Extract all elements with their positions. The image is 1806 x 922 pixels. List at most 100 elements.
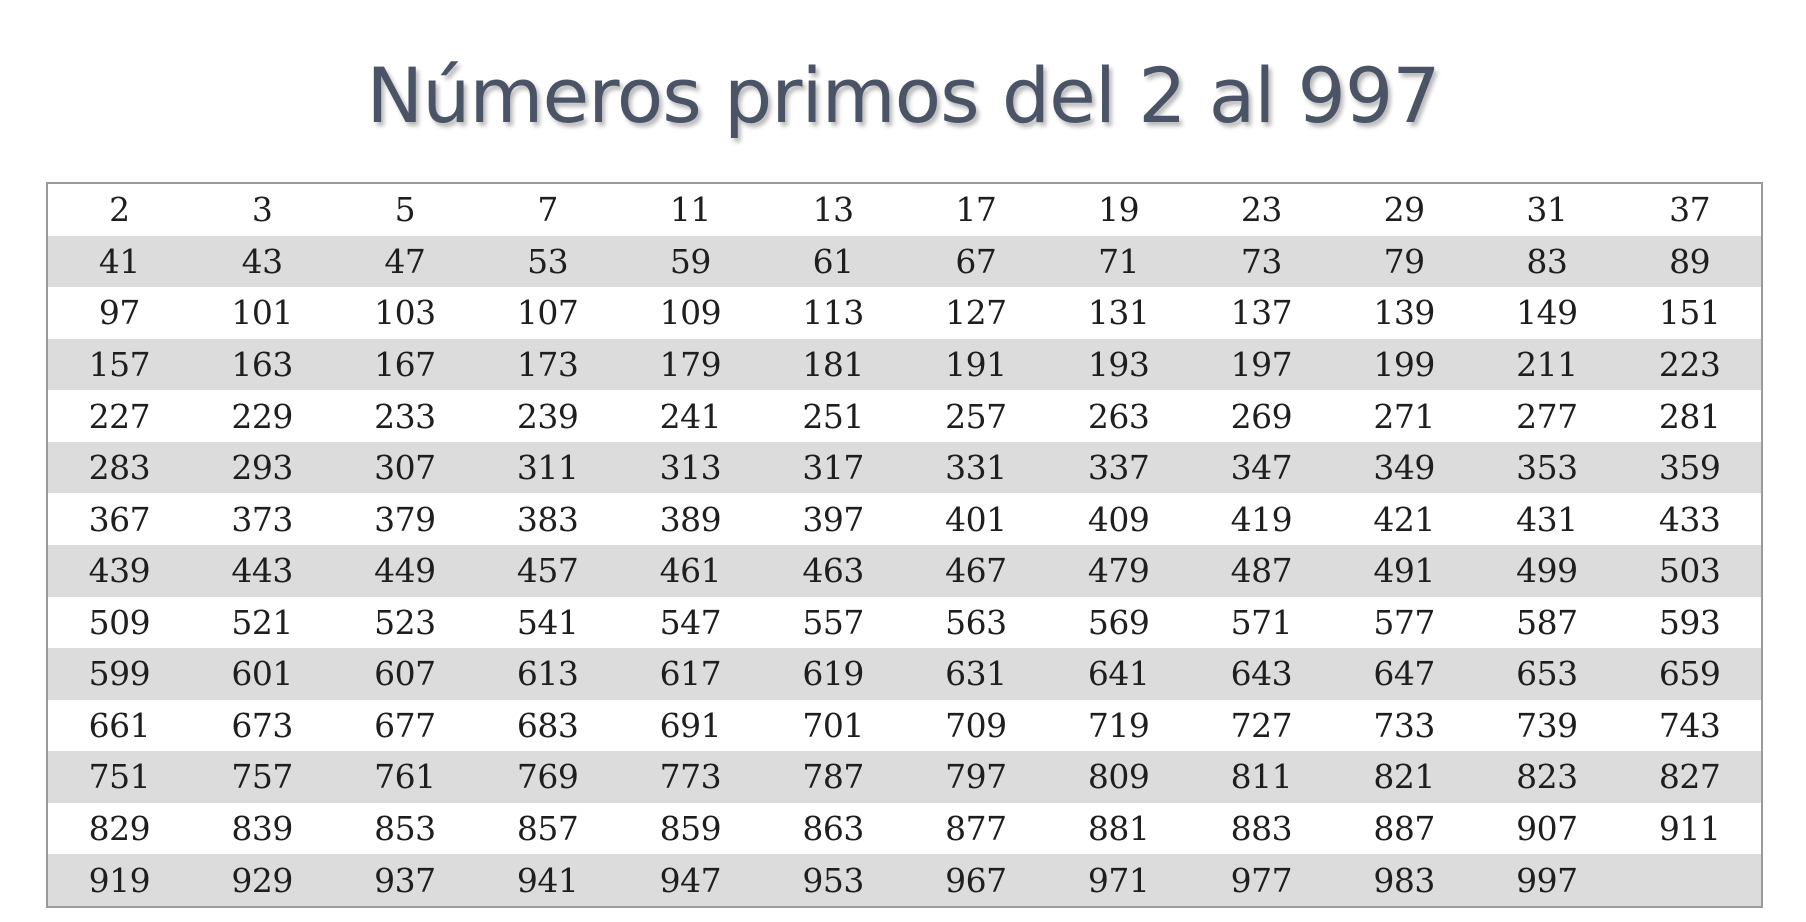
table-cell: 947 [619,854,762,906]
table-cell: 61 [761,235,905,288]
table-cell: 709 [945,705,1007,745]
table-row: 41 43 47 53 59 61 67 71 73 79 83 89 [48,235,1761,288]
table-cell: 227 [88,396,151,436]
table-cell: 149 [1516,293,1578,333]
table-cell: 401 [945,499,1007,539]
table-cell: 7 [537,190,558,230]
table-row: 661 673 677 683 691 701 709 719 727 733 739 743 [48,700,1761,752]
table-cell: 607 [333,648,477,700]
table-cell: 223 [1618,338,1761,391]
table-cell: 103 [374,293,436,333]
table-cell: 211 [1475,338,1619,391]
table-cell: 821 [1332,751,1476,803]
table-cell: 193 [1047,338,1190,391]
table-cell: 463 [761,544,905,597]
table-cell: 179 [619,338,762,391]
table-cell: 661 [88,705,151,745]
table-cell: 11 [669,190,711,230]
table-cell: 89 [1618,235,1761,288]
table-cell: 823 [1475,751,1619,803]
table-cell: 293 [190,441,334,494]
table-cell: 811 [1190,751,1333,803]
table-cell: 509 [88,602,151,642]
table-cell: 347 [1190,441,1333,494]
table-cell: 433 [1658,499,1721,539]
table-cell: 971 [1047,854,1190,906]
table-cell: 683 [516,705,579,745]
table-row: 439 443 449 457 461 463 467 479 487 491 499 503 [48,544,1761,597]
table-cell: 73 [1190,235,1333,288]
table-cell: 239 [516,396,579,436]
table-cell: 743 [1658,705,1721,745]
table-cell: 487 [1190,544,1333,597]
table-cell: 769 [476,751,619,803]
table-cell: 601 [190,648,334,700]
table-row: 919 929 937 941 947 953 967 971 977 983 997 [48,854,1761,906]
table-row: 283 293 307 311 313 317 331 337 347 349 353 359 [48,441,1761,494]
table-cell: 47 [333,235,477,288]
table-cell: 167 [333,338,477,391]
table-cell: 997 [1475,854,1619,906]
table-cell: 41 [48,235,191,288]
table-cell: 733 [1373,705,1435,745]
table-cell: 337 [1047,441,1190,494]
table-cell: 53 [476,235,619,288]
table-cell: 59 [619,235,762,288]
table-cell: 439 [48,544,191,597]
table-cell: 881 [1087,809,1150,849]
table-cell: 751 [48,751,191,803]
table-cell: 157 [48,338,191,391]
table-cell: 311 [476,441,619,494]
table-cell: 541 [516,602,579,642]
table-cell: 67 [904,235,1048,288]
table-cell: 31 [1526,190,1568,230]
table-cell: 13 [812,190,854,230]
table-cell: 503 [1618,544,1761,597]
table-cell: 853 [374,809,436,849]
table-cell: 307 [333,441,477,494]
table-cell: 491 [1332,544,1476,597]
table-cell: 283 [48,441,191,494]
table-cell: 457 [476,544,619,597]
table-cell: 937 [333,854,477,906]
table-cell: 761 [333,751,477,803]
table-row: 227 229 233 239 241 251 257 263 269 271 277 281 [48,390,1761,442]
table-cell: 251 [802,396,864,436]
table-cell: 383 [516,499,579,539]
table-cell: 19 [1098,190,1140,230]
page-title: Números primos del 2 al 997 [366,51,1440,140]
table-cell: 619 [761,648,905,700]
table-cell: 499 [1475,544,1619,597]
table-cell: 773 [619,751,762,803]
table-row: 97 101 103 107 109 113 127 131 137 139 149 151 [48,287,1761,339]
table-cell: 449 [333,544,477,597]
table-cell: 919 [48,854,191,906]
table-cell: 313 [619,441,762,494]
table-row: 2 3 5 7 11 13 17 19 23 29 31 37 [48,184,1761,236]
table-cell: 359 [1618,441,1761,494]
table-cell: 757 [190,751,334,803]
table-row: 157 163 167 173 179 181 191 193 197 199 211 223 [48,338,1761,391]
table-cell: 829 [88,809,151,849]
table-cell: 587 [1516,602,1578,642]
table-cell: 353 [1475,441,1619,494]
table-cell: 613 [476,648,619,700]
table-cell: 97 [98,293,140,333]
table-cell: 719 [1087,705,1150,745]
table-cell: 83 [1475,235,1619,288]
table-cell: 199 [1332,338,1476,391]
table-cell: 883 [1230,809,1293,849]
table-cell: 257 [945,396,1007,436]
table-cell: 797 [904,751,1048,803]
table-cell: 839 [231,809,293,849]
table-cell: 857 [516,809,579,849]
table-cell: 397 [802,499,864,539]
table-cell: 109 [659,293,722,333]
table-cell: 571 [1230,602,1293,642]
table-cell: 739 [1516,705,1578,745]
table-cell: 269 [1230,396,1293,436]
table-cell: 431 [1516,499,1578,539]
table-cell: 877 [945,809,1007,849]
table-cell: 23 [1240,190,1282,230]
table-cell: 863 [802,809,864,849]
